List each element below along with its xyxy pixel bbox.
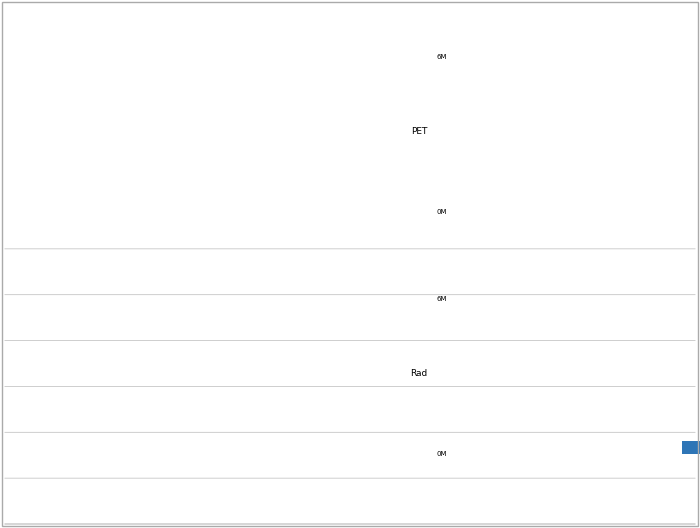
Bar [682,441,700,454]
Text: Rad: Rad [410,369,427,378]
Text: PET: PET [411,127,427,136]
